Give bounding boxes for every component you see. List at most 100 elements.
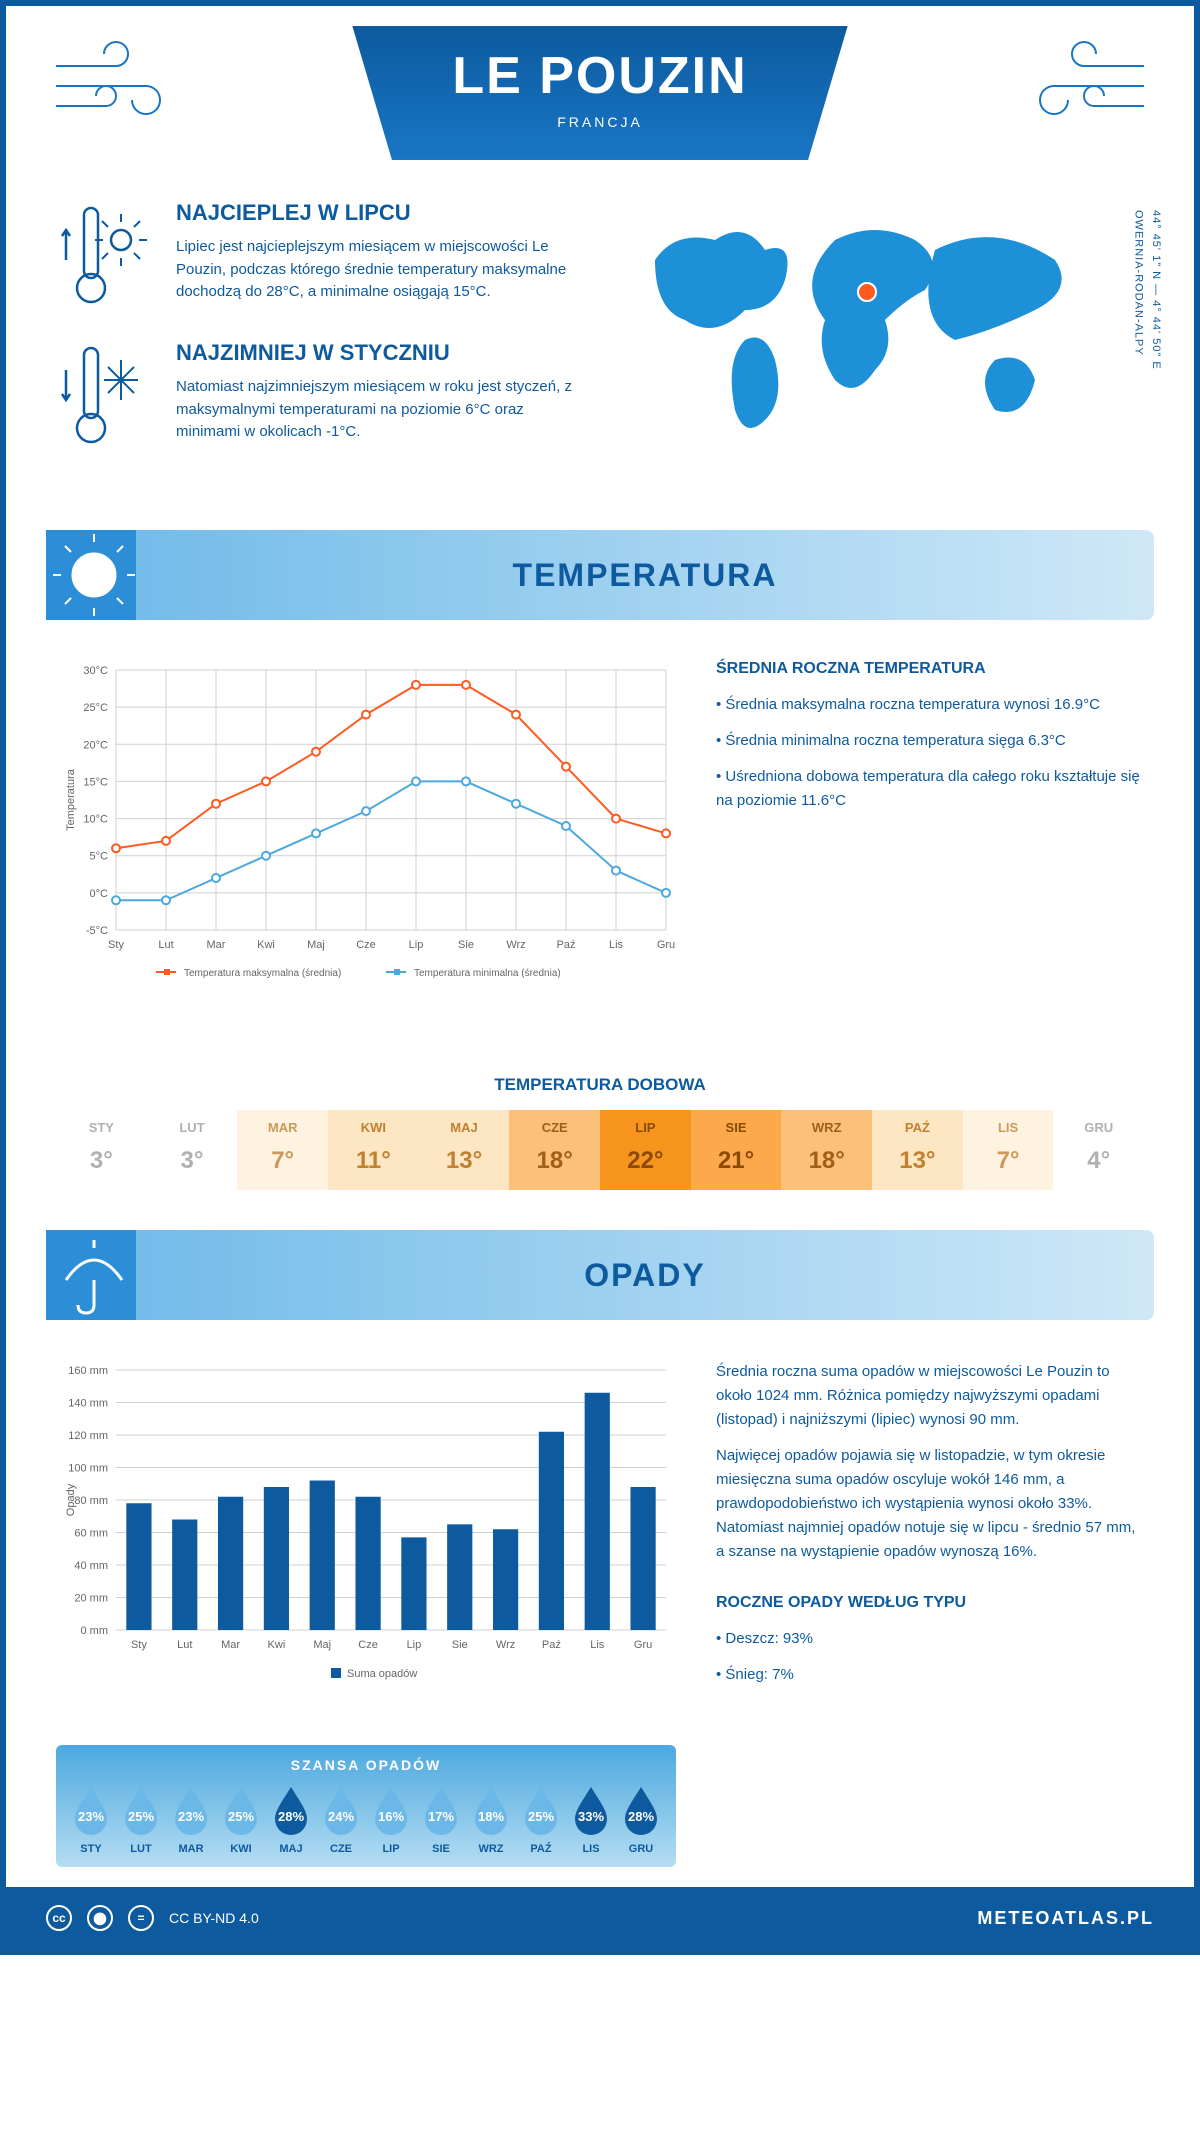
svg-text:80 mm: 80 mm: [74, 1495, 108, 1507]
infographic-page: LE POUZIN FRANCJA NAJCIEPLEJ W LIPCU Lip…: [0, 0, 1200, 1955]
svg-text:Sie: Sie: [452, 1639, 468, 1651]
svg-text:Cze: Cze: [358, 1639, 378, 1651]
temp-cell: CZE18°: [509, 1110, 600, 1190]
temp-cell: LUT3°: [147, 1110, 238, 1190]
wind-decoration-right: [1014, 36, 1154, 131]
svg-text:20 mm: 20 mm: [74, 1593, 108, 1605]
rain-drop: 18%WRZ: [469, 1783, 513, 1855]
svg-text:Lut: Lut: [177, 1639, 192, 1651]
svg-text:Maj: Maj: [307, 939, 325, 951]
temperature-banner: TEMPERATURA: [46, 530, 1154, 620]
svg-text:140 mm: 140 mm: [68, 1398, 108, 1410]
svg-text:120 mm: 120 mm: [68, 1430, 108, 1442]
svg-text:5°C: 5°C: [90, 851, 109, 863]
coldest-block: NAJZIMNIEJ W STYCZNIU Natomiast najzimni…: [56, 340, 585, 455]
svg-text:33%: 33%: [578, 1809, 604, 1824]
precipitation-banner: OPADY: [46, 1230, 1154, 1320]
svg-text:Mar: Mar: [221, 1639, 240, 1651]
svg-text:10°C: 10°C: [83, 814, 108, 826]
header: LE POUZIN FRANCJA: [6, 6, 1194, 200]
temp-cell: GRU4°: [1053, 1110, 1144, 1190]
umbrella-icon: [46, 1230, 136, 1320]
cc-icon: cc: [46, 1905, 72, 1931]
svg-text:Kwi: Kwi: [257, 939, 275, 951]
rain-drop: 25%LUT: [119, 1783, 163, 1855]
svg-text:0 mm: 0 mm: [81, 1625, 109, 1637]
coldest-text: Natomiast najzimniejszym miesiącem w rok…: [176, 376, 585, 444]
sun-icon: [46, 530, 136, 620]
svg-text:17%: 17%: [428, 1809, 454, 1824]
hottest-block: NAJCIEPLEJ W LIPCU Lipiec jest najcieple…: [56, 200, 585, 315]
coordinates-label: 44° 45' 1" N — 4° 44' 50" E OWERNIA-RODA…: [1129, 210, 1164, 370]
precip-by-type-list: Deszcz: 93%Śnieg: 7%: [716, 1627, 1144, 1687]
svg-text:24%: 24%: [328, 1809, 354, 1824]
rain-drop: 24%CZE: [319, 1783, 363, 1855]
rain-chance-panel: SZANSA OPADÓW 23%STY25%LUT23%MAR25%KWI28…: [56, 1745, 676, 1867]
precip-by-type-title: ROCZNE OPADY WEDŁUG TYPU: [716, 1594, 1144, 1612]
svg-text:Temperatura maksymalna (średni: Temperatura maksymalna (średnia): [184, 968, 341, 979]
rain-drop: 23%STY: [69, 1783, 113, 1855]
precipitation-content: 0 mm20 mm40 mm60 mm80 mm100 mm120 mm140 …: [6, 1340, 1194, 1887]
wind-decoration-left: [46, 36, 186, 131]
svg-text:Opady: Opady: [65, 1483, 77, 1516]
city-title: LE POUZIN: [452, 46, 747, 106]
precip-p1: Średnia roczna suma opadów w miejscowośc…: [716, 1360, 1144, 1432]
svg-text:0°C: 0°C: [90, 888, 109, 900]
intro-section: NAJCIEPLEJ W LIPCU Lipiec jest najcieple…: [6, 200, 1194, 510]
svg-text:60 mm: 60 mm: [74, 1528, 108, 1540]
temperature-chart: -5°C0°C5°C10°C15°C20°C25°C30°CStyLutMarK…: [56, 660, 676, 1025]
temp-summary-item: Średnia minimalna roczna temperatura się…: [716, 729, 1144, 753]
rain-drop: 16%LIP: [369, 1783, 413, 1855]
precipitation-text: Średnia roczna suma opadów w miejscowośc…: [716, 1360, 1144, 1867]
svg-text:Gru: Gru: [657, 939, 675, 951]
svg-text:Wrz: Wrz: [496, 1639, 515, 1651]
svg-text:Kwi: Kwi: [268, 1639, 286, 1651]
svg-text:Maj: Maj: [313, 1639, 331, 1651]
svg-text:28%: 28%: [278, 1809, 304, 1824]
svg-text:Cze: Cze: [356, 939, 376, 951]
svg-text:Lis: Lis: [590, 1639, 605, 1651]
precip-type-item: Deszcz: 93%: [716, 1627, 1144, 1651]
temp-cell: WRZ18°: [781, 1110, 872, 1190]
svg-text:160 mm: 160 mm: [68, 1365, 108, 1377]
temp-cell: LIS7°: [963, 1110, 1054, 1190]
location-marker-icon: [858, 283, 876, 301]
svg-text:Lis: Lis: [609, 939, 624, 951]
svg-text:30°C: 30°C: [83, 665, 108, 677]
temp-summary-title: ŚREDNIA ROCZNA TEMPERATURA: [716, 660, 1144, 678]
svg-text:Paź: Paź: [542, 1639, 561, 1651]
rain-drop: 28%MAJ: [269, 1783, 313, 1855]
temperature-summary: ŚREDNIA ROCZNA TEMPERATURA Średnia maksy…: [716, 660, 1144, 1025]
thermometer-cold-icon: [56, 340, 156, 455]
svg-text:Paź: Paź: [557, 939, 576, 951]
rain-drop: 33%LIS: [569, 1783, 613, 1855]
by-icon: ⬤: [87, 1905, 113, 1931]
svg-text:100 mm: 100 mm: [68, 1463, 108, 1475]
svg-text:Lip: Lip: [409, 939, 424, 951]
temp-cell: LIP22°: [600, 1110, 691, 1190]
temp-cell: MAJ13°: [419, 1110, 510, 1190]
rain-chance-drops: 23%STY25%LUT23%MAR25%KWI28%MAJ24%CZE16%L…: [56, 1783, 676, 1855]
svg-text:16%: 16%: [378, 1809, 404, 1824]
svg-text:Sie: Sie: [458, 939, 474, 951]
svg-text:20°C: 20°C: [83, 739, 108, 751]
daily-temp-title: TEMPERATURA DOBOWA: [6, 1075, 1194, 1095]
rain-chance-title: SZANSA OPADÓW: [56, 1757, 676, 1773]
rain-drop: 28%GRU: [619, 1783, 663, 1855]
temperature-heading: TEMPERATURA: [166, 557, 1124, 594]
svg-text:Mar: Mar: [207, 939, 226, 951]
svg-text:Temperatura: Temperatura: [65, 768, 77, 831]
precipitation-chart: 0 mm20 mm40 mm60 mm80 mm100 mm120 mm140 …: [56, 1360, 676, 1867]
world-map-icon: [615, 200, 1095, 460]
svg-text:25%: 25%: [128, 1809, 154, 1824]
world-map-column: 44° 45' 1" N — 4° 44' 50" E OWERNIA-RODA…: [615, 200, 1144, 480]
rain-drop: 25%PAŹ: [519, 1783, 563, 1855]
nd-icon: =: [128, 1905, 154, 1931]
svg-text:Gru: Gru: [634, 1639, 652, 1651]
license-text: CC BY-ND 4.0: [169, 1910, 259, 1926]
daily-temp-cells: STY3°LUT3°MAR7°KWI11°MAJ13°CZE18°LIP22°S…: [56, 1110, 1144, 1190]
temp-summary-item: Średnia maksymalna roczna temperatura wy…: [716, 693, 1144, 717]
brand-label: METEOATLAS.PL: [977, 1908, 1154, 1929]
hottest-text: Lipiec jest najcieplejszym miesiącem w m…: [176, 236, 585, 304]
svg-text:Lip: Lip: [407, 1639, 422, 1651]
